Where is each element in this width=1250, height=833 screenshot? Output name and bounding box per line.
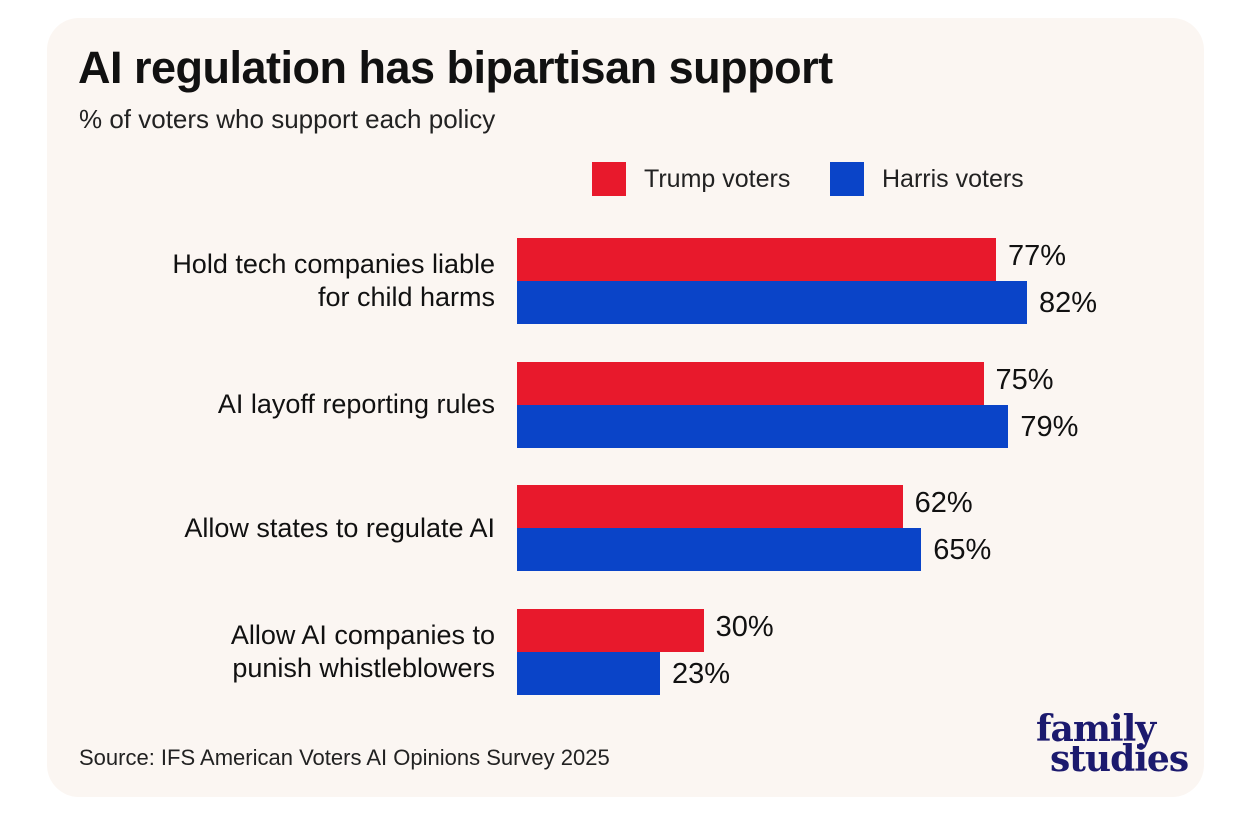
category-label: AI layoff reporting rules bbox=[218, 388, 495, 421]
legend-trump: Trump voters bbox=[592, 162, 790, 196]
data-label: 82% bbox=[1039, 287, 1098, 319]
bar-harris bbox=[517, 528, 922, 571]
data-label: 79% bbox=[1020, 410, 1079, 443]
data-label: 77% bbox=[1007, 240, 1066, 272]
legend-label-trump: Trump voters bbox=[644, 164, 791, 193]
bar-harris bbox=[517, 281, 1028, 324]
category-label-line: punish whistleblowers bbox=[232, 652, 495, 683]
legend-swatch-harris bbox=[830, 162, 864, 196]
bar-harris bbox=[517, 404, 1009, 448]
data-label: 30% bbox=[715, 610, 774, 643]
category-label-line: Allow AI companies to bbox=[230, 619, 495, 650]
chart-subtitle: % of voters who support each policy bbox=[79, 104, 496, 134]
category-label: Allow AI companies to punish whistleblowe… bbox=[231, 619, 495, 685]
bar-trump bbox=[517, 608, 704, 652]
data-label: 75% bbox=[995, 363, 1054, 396]
chart-title: AI regulation has bipartisan support bbox=[78, 42, 833, 93]
logo-line-2: studies bbox=[1050, 738, 1189, 780]
bar-trump bbox=[517, 485, 903, 528]
family-studies-logo: family studies bbox=[1036, 708, 1189, 780]
bar-trump bbox=[517, 238, 996, 281]
data-label: 23% bbox=[672, 657, 731, 690]
category-label-line: Allow states to regulate AI bbox=[184, 512, 495, 543]
bar-trump bbox=[517, 361, 984, 405]
category-label-line: Hold tech companies liable bbox=[172, 249, 495, 279]
data-label: 65% bbox=[933, 534, 992, 566]
data-label: 62% bbox=[914, 487, 973, 519]
legend-harris: Harris voters bbox=[830, 162, 1024, 196]
source-note: Source: IFS American Voters AI Opinions … bbox=[79, 745, 610, 770]
bar-harris bbox=[517, 651, 661, 695]
category-label: Allow states to regulate AI bbox=[184, 512, 495, 545]
category-label-line: AI layoff reporting rules bbox=[217, 389, 495, 419]
legend-swatch-trump bbox=[592, 162, 626, 196]
category-label-line: for child harms bbox=[317, 282, 495, 312]
legend-label-harris: Harris voters bbox=[882, 164, 1024, 193]
category-label: Hold tech companies liable for child harm… bbox=[172, 248, 495, 314]
logo-line-1: family bbox=[1036, 708, 1156, 750]
